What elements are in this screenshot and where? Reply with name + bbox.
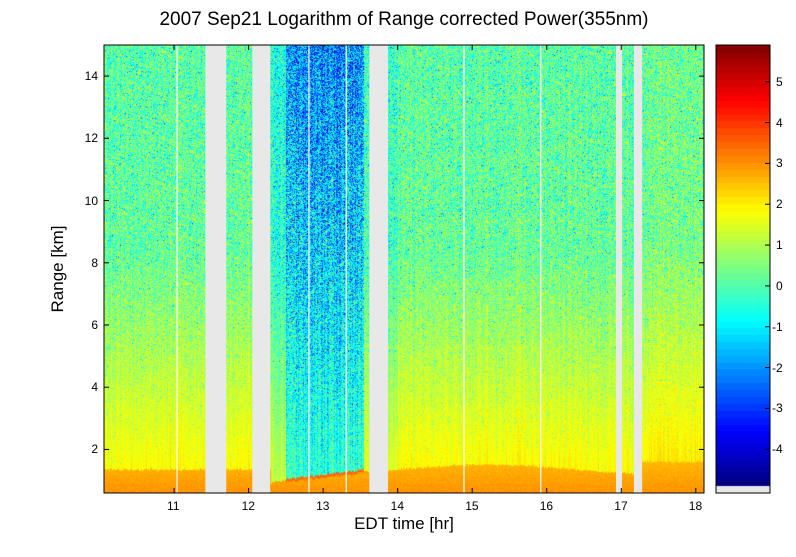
y-tick-label: 12: [84, 131, 98, 146]
y-tick-label: 8: [91, 255, 98, 270]
data-gap: [369, 45, 388, 493]
y-tick-label: 10: [84, 193, 98, 208]
plot-frame: [103, 44, 705, 494]
colorbar-tick-label: 0: [776, 278, 783, 293]
data-gap: [252, 45, 271, 493]
y-tick-label: 14: [84, 69, 98, 84]
colorbar-border: [715, 44, 771, 494]
y-tick-label: 4: [91, 380, 98, 395]
x-tick-label: 13: [316, 499, 330, 513]
y-tick-label: 6: [91, 318, 98, 332]
x-tick-label: 17: [614, 499, 628, 513]
x-tick-label: 12: [241, 499, 255, 513]
heatmap-plot-area: [103, 44, 705, 494]
colorbar-tick-label: 5: [776, 74, 783, 89]
colorbar-tick-label: 2: [776, 197, 783, 212]
x-tick-label: 15: [465, 499, 479, 513]
y-axis-label: Range [km]: [48, 225, 67, 313]
colorbar-frame: [715, 44, 771, 494]
x-axis-label: EDT time [hr]: [354, 514, 454, 533]
x-tick-label: 14: [390, 499, 405, 513]
chart-title: 2007 Sep21 Logarithm of Range corrected …: [159, 9, 649, 30]
plot-overlay: [103, 44, 705, 494]
colorbar-tick-label: -1: [772, 319, 783, 334]
data-gap: [616, 45, 623, 493]
colorbar-tick-label: 4: [776, 115, 783, 130]
colorbar-tick-label: 3: [776, 156, 783, 171]
colorbar-tick-label: 1: [776, 238, 783, 253]
colorbar-gradient: [716, 45, 770, 493]
x-tick-label: 16: [539, 499, 554, 513]
colorbar-tick-label: -4: [772, 442, 783, 457]
x-tick-label: 18: [688, 499, 703, 513]
data-gap: [633, 45, 643, 493]
data-gap: [205, 45, 227, 493]
y-tick-label: 2: [91, 442, 98, 457]
colorbar-tick-label: -2: [772, 360, 783, 375]
colorbar-tick-label: -3: [772, 401, 783, 416]
heatmap-image: [104, 45, 704, 493]
x-tick-label: 11: [167, 499, 180, 513]
colorbar: [715, 44, 771, 494]
